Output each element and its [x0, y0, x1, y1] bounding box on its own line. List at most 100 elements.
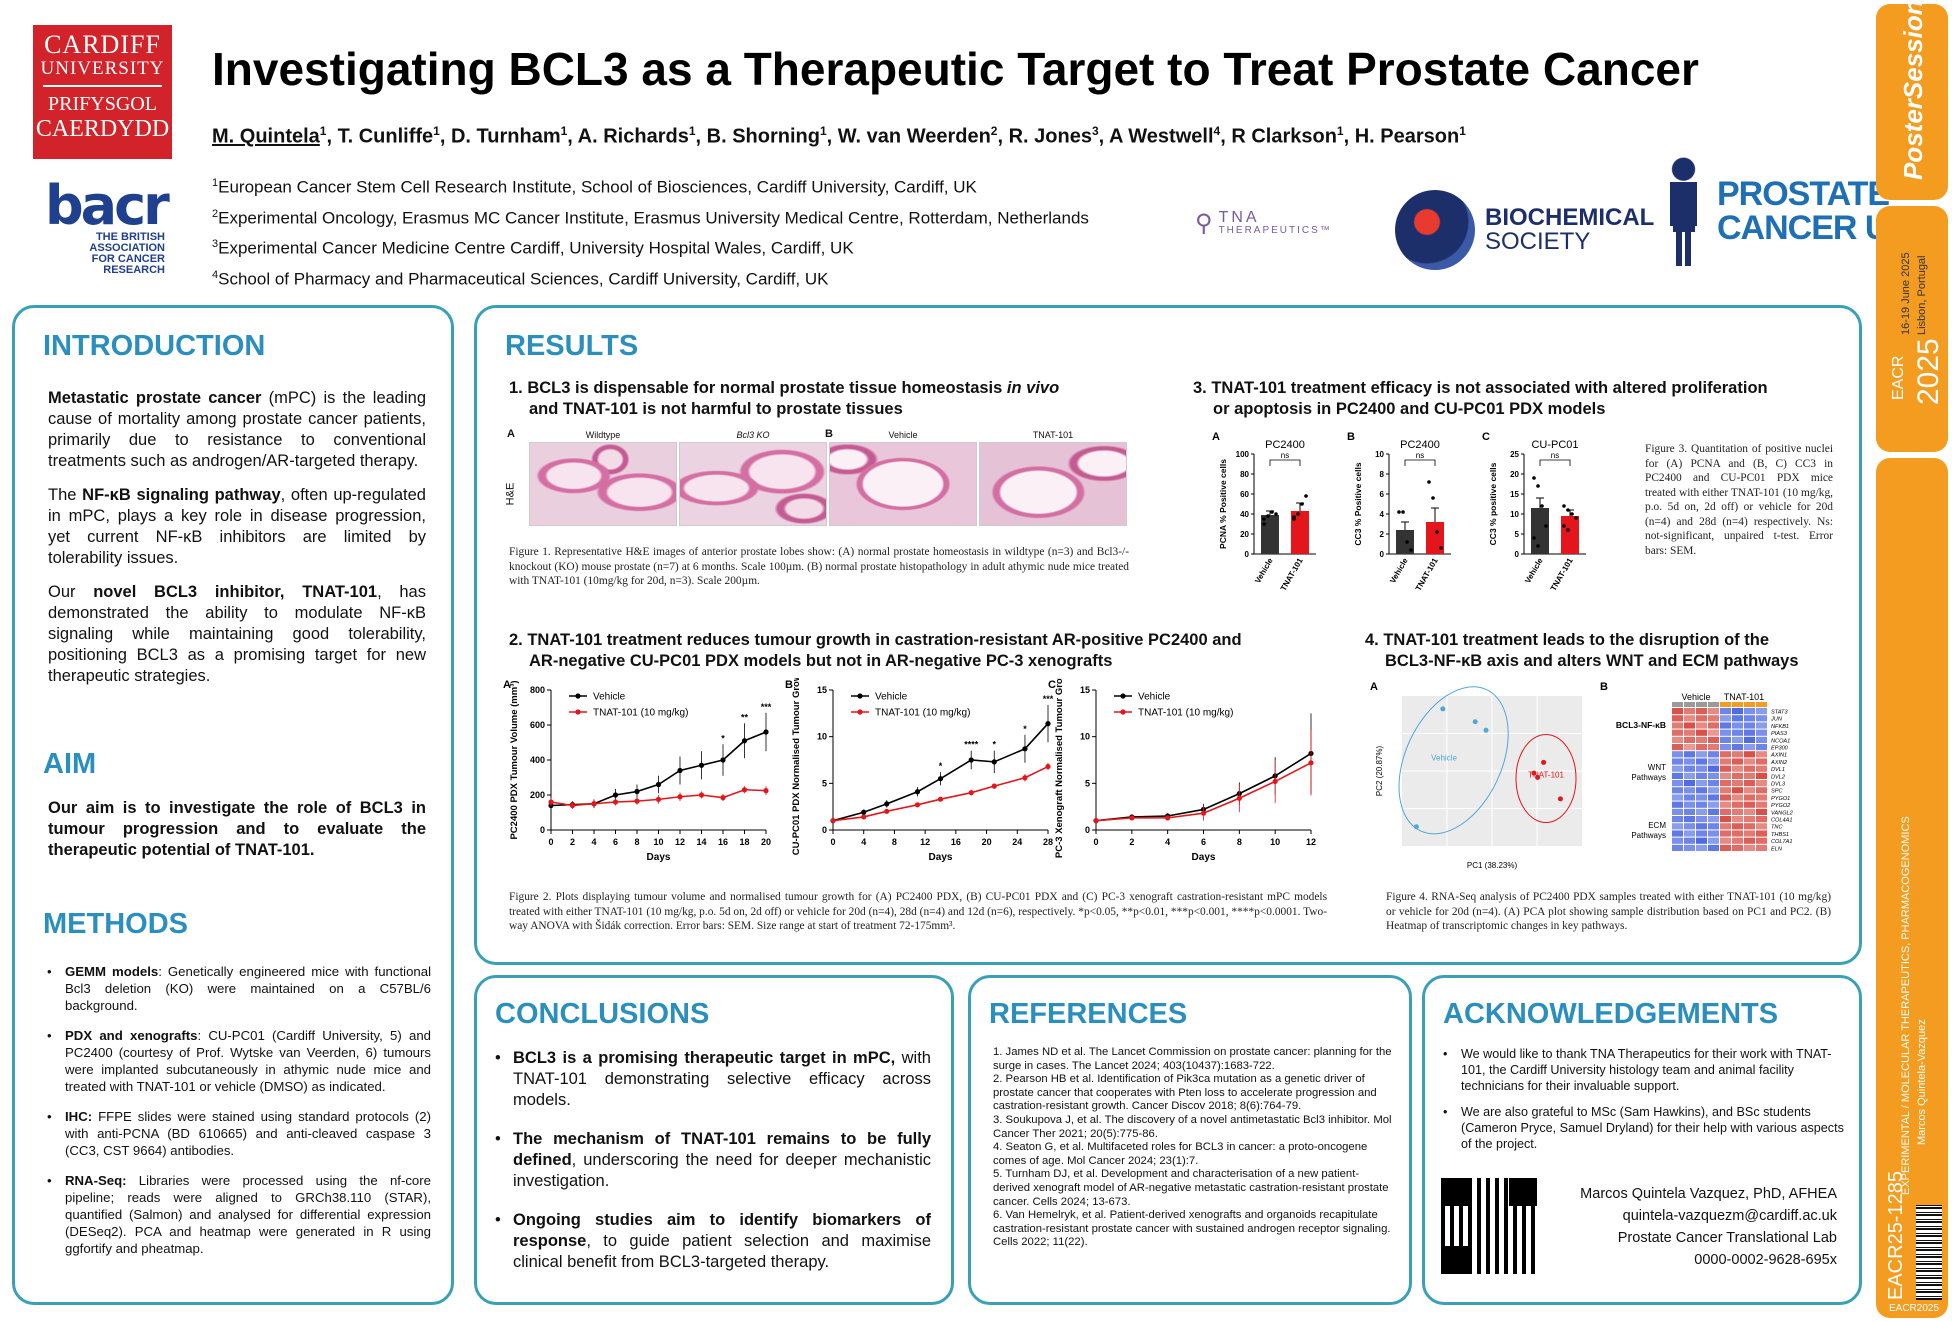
acknowledgement-item: We are also grateful to MSc (Sam Hawkins…: [1441, 1104, 1846, 1152]
author-name: A Westwell: [1109, 125, 1214, 148]
heatmap-cell: [1708, 801, 1719, 808]
x-tick-label: 24: [1012, 837, 1022, 847]
heatmap-cell: [1744, 758, 1755, 765]
heatmap-cell: [1684, 837, 1695, 844]
significance-bracket: [1539, 459, 1571, 466]
bacr-logo-line1: THE BRITISH: [95, 231, 165, 243]
y-tick-label: 25: [1510, 450, 1519, 459]
y-axis-label: CC3 % positive cells: [1488, 462, 1498, 545]
affiliation-list: 1European Cancer Stem Cell Research Inst…: [212, 170, 1089, 293]
heatmap-cell: [1684, 780, 1695, 787]
heatmap-cell: [1672, 708, 1683, 715]
heatmap-cell: [1744, 729, 1755, 736]
x-tick-label: 8: [634, 837, 639, 847]
heatmap-cell: [1672, 801, 1683, 808]
data-point: [655, 796, 662, 802]
fig1-he-label: H&E: [504, 482, 517, 506]
x-tick-label: Vehicle: [1253, 556, 1275, 585]
data-point: [1270, 510, 1274, 514]
gene-label: PYGO2: [1771, 803, 1791, 809]
data-point: [1439, 546, 1443, 550]
y-tick-label: 5: [1515, 530, 1520, 539]
conclusions-list: BCL3 is a promising therapeutic target i…: [493, 1048, 931, 1291]
eacr-year: 2025: [1912, 338, 1945, 405]
intro-p3-bold: novel BCL3 inhibitor, TNAT-101: [93, 583, 378, 601]
contact-email[interactable]: quintela-vazquezm@cardiff.ac.uk: [1622, 1208, 1837, 1224]
heatmap-cell: [1732, 722, 1743, 729]
heatmap-cell: [1696, 808, 1707, 815]
fig4-heading-line2: BCL3-NF-κB axis and alters WNT and ECM p…: [1385, 652, 1799, 670]
heatmap-cell: [1756, 708, 1767, 715]
data-point: [1532, 536, 1536, 540]
y-tick-label: 10: [1375, 450, 1384, 459]
data-point: [1093, 818, 1099, 824]
heatmap-cell: [1708, 816, 1719, 823]
y-tick-label: 60: [1240, 490, 1249, 499]
y-axis-label: PC-3 Xenograft Normalised Tumour Growth: [1054, 678, 1065, 858]
y-tick-label: 800: [530, 685, 545, 695]
author-affiliation-sup: 1: [1336, 124, 1344, 138]
fig2-caption: Figure 2. Plots displaying tumour volume…: [509, 891, 1327, 932]
heatmap-cell: [1720, 708, 1731, 715]
gene-label: COL4A1: [1771, 818, 1792, 824]
methods-item-text: : Genetically engineered mice with funct…: [65, 964, 432, 1013]
heatmap-cell: [1684, 715, 1695, 722]
data-point: [937, 776, 944, 782]
methods-item: PDX and xenografts: CU-PC01 (Cardiff Uni…: [45, 1027, 431, 1095]
heatmap-cell: [1684, 772, 1695, 779]
affiliation-row: 4School of Pharmacy and Pharmaceutical S…: [212, 262, 1089, 293]
data-point: [1022, 746, 1028, 752]
heatmap-cell: [1684, 787, 1695, 794]
data-point: [1401, 510, 1405, 514]
aim-title: AIM: [43, 748, 97, 780]
eacr-badge: [1876, 206, 1948, 452]
y-tick-label: 10: [817, 732, 827, 742]
heatmap-cell: [1672, 715, 1683, 722]
heatmap-cell: [1696, 816, 1707, 823]
heatmap-cell: [1720, 801, 1731, 808]
significance-bracket: [1269, 459, 1301, 466]
author-name: H. Pearson: [1354, 125, 1460, 148]
conclusion-item: Ongoing studies aim to identify biomarke…: [493, 1210, 931, 1273]
significance-label: ns: [1551, 451, 1559, 460]
conclusion-item-text: with TNAT-101 demonstrating selective ef…: [513, 1049, 931, 1109]
heatmap-cell: [1732, 808, 1743, 815]
poster-title: Investigating BCL3 as a Therapeutic Targ…: [212, 43, 1699, 95]
heatmap-cell: [1696, 794, 1707, 801]
qr-code[interactable]: [1441, 1178, 1537, 1274]
x-tick-label: TNAT-101: [1549, 556, 1575, 592]
significance-bracket: [1404, 459, 1436, 466]
data-point: [1427, 480, 1431, 484]
data-point: [569, 802, 576, 809]
affiliation-sup: 3: [212, 238, 219, 251]
bar: [1291, 511, 1309, 554]
fig1-label-bcl3ko: Bcl3 KO: [736, 430, 770, 440]
heatmap-cell: [1744, 765, 1755, 772]
poster-session-badge: [1876, 4, 1948, 200]
y-tick-label: 6: [1380, 490, 1385, 499]
fig1-image-vehicle: [829, 442, 977, 526]
data-point: [1472, 719, 1478, 725]
reference-item: 1. James ND et al. The Lancet Commission…: [993, 1046, 1392, 1072]
heatmap-cell: [1708, 708, 1719, 715]
heatmap-cell: [1744, 787, 1755, 794]
heatmap-cell: [1684, 758, 1695, 765]
group-label: BCL3-NF-κB: [1616, 720, 1666, 730]
heatmap-cell: [1672, 844, 1683, 851]
heatmap-cell: [1744, 794, 1755, 801]
data-point: [884, 801, 890, 807]
conclusion-item-bold: Ongoing studies aim to identify biomarke…: [513, 1211, 931, 1250]
poster-session-text: PosterSessionOnline: [1898, 0, 1928, 180]
cardiff-logo-line2: UNIVERSITY: [40, 58, 165, 79]
heatmap-cell: [1684, 844, 1695, 851]
affiliation-sup: 2: [212, 207, 219, 220]
presenter-name: Marcos Quintela-Vazquez: [1916, 1019, 1928, 1145]
legend-label: TNAT-101 (10 mg/kg): [875, 708, 970, 719]
significance-label: ***: [761, 702, 772, 712]
contact-orcid[interactable]: 0000-0002-9628-695x: [1694, 1252, 1837, 1268]
y-tick-label: 20: [1240, 530, 1249, 539]
heatmap-cell: [1708, 744, 1719, 751]
y-tick-label: 15: [1080, 685, 1090, 695]
heatmap-cell: [1672, 816, 1683, 823]
